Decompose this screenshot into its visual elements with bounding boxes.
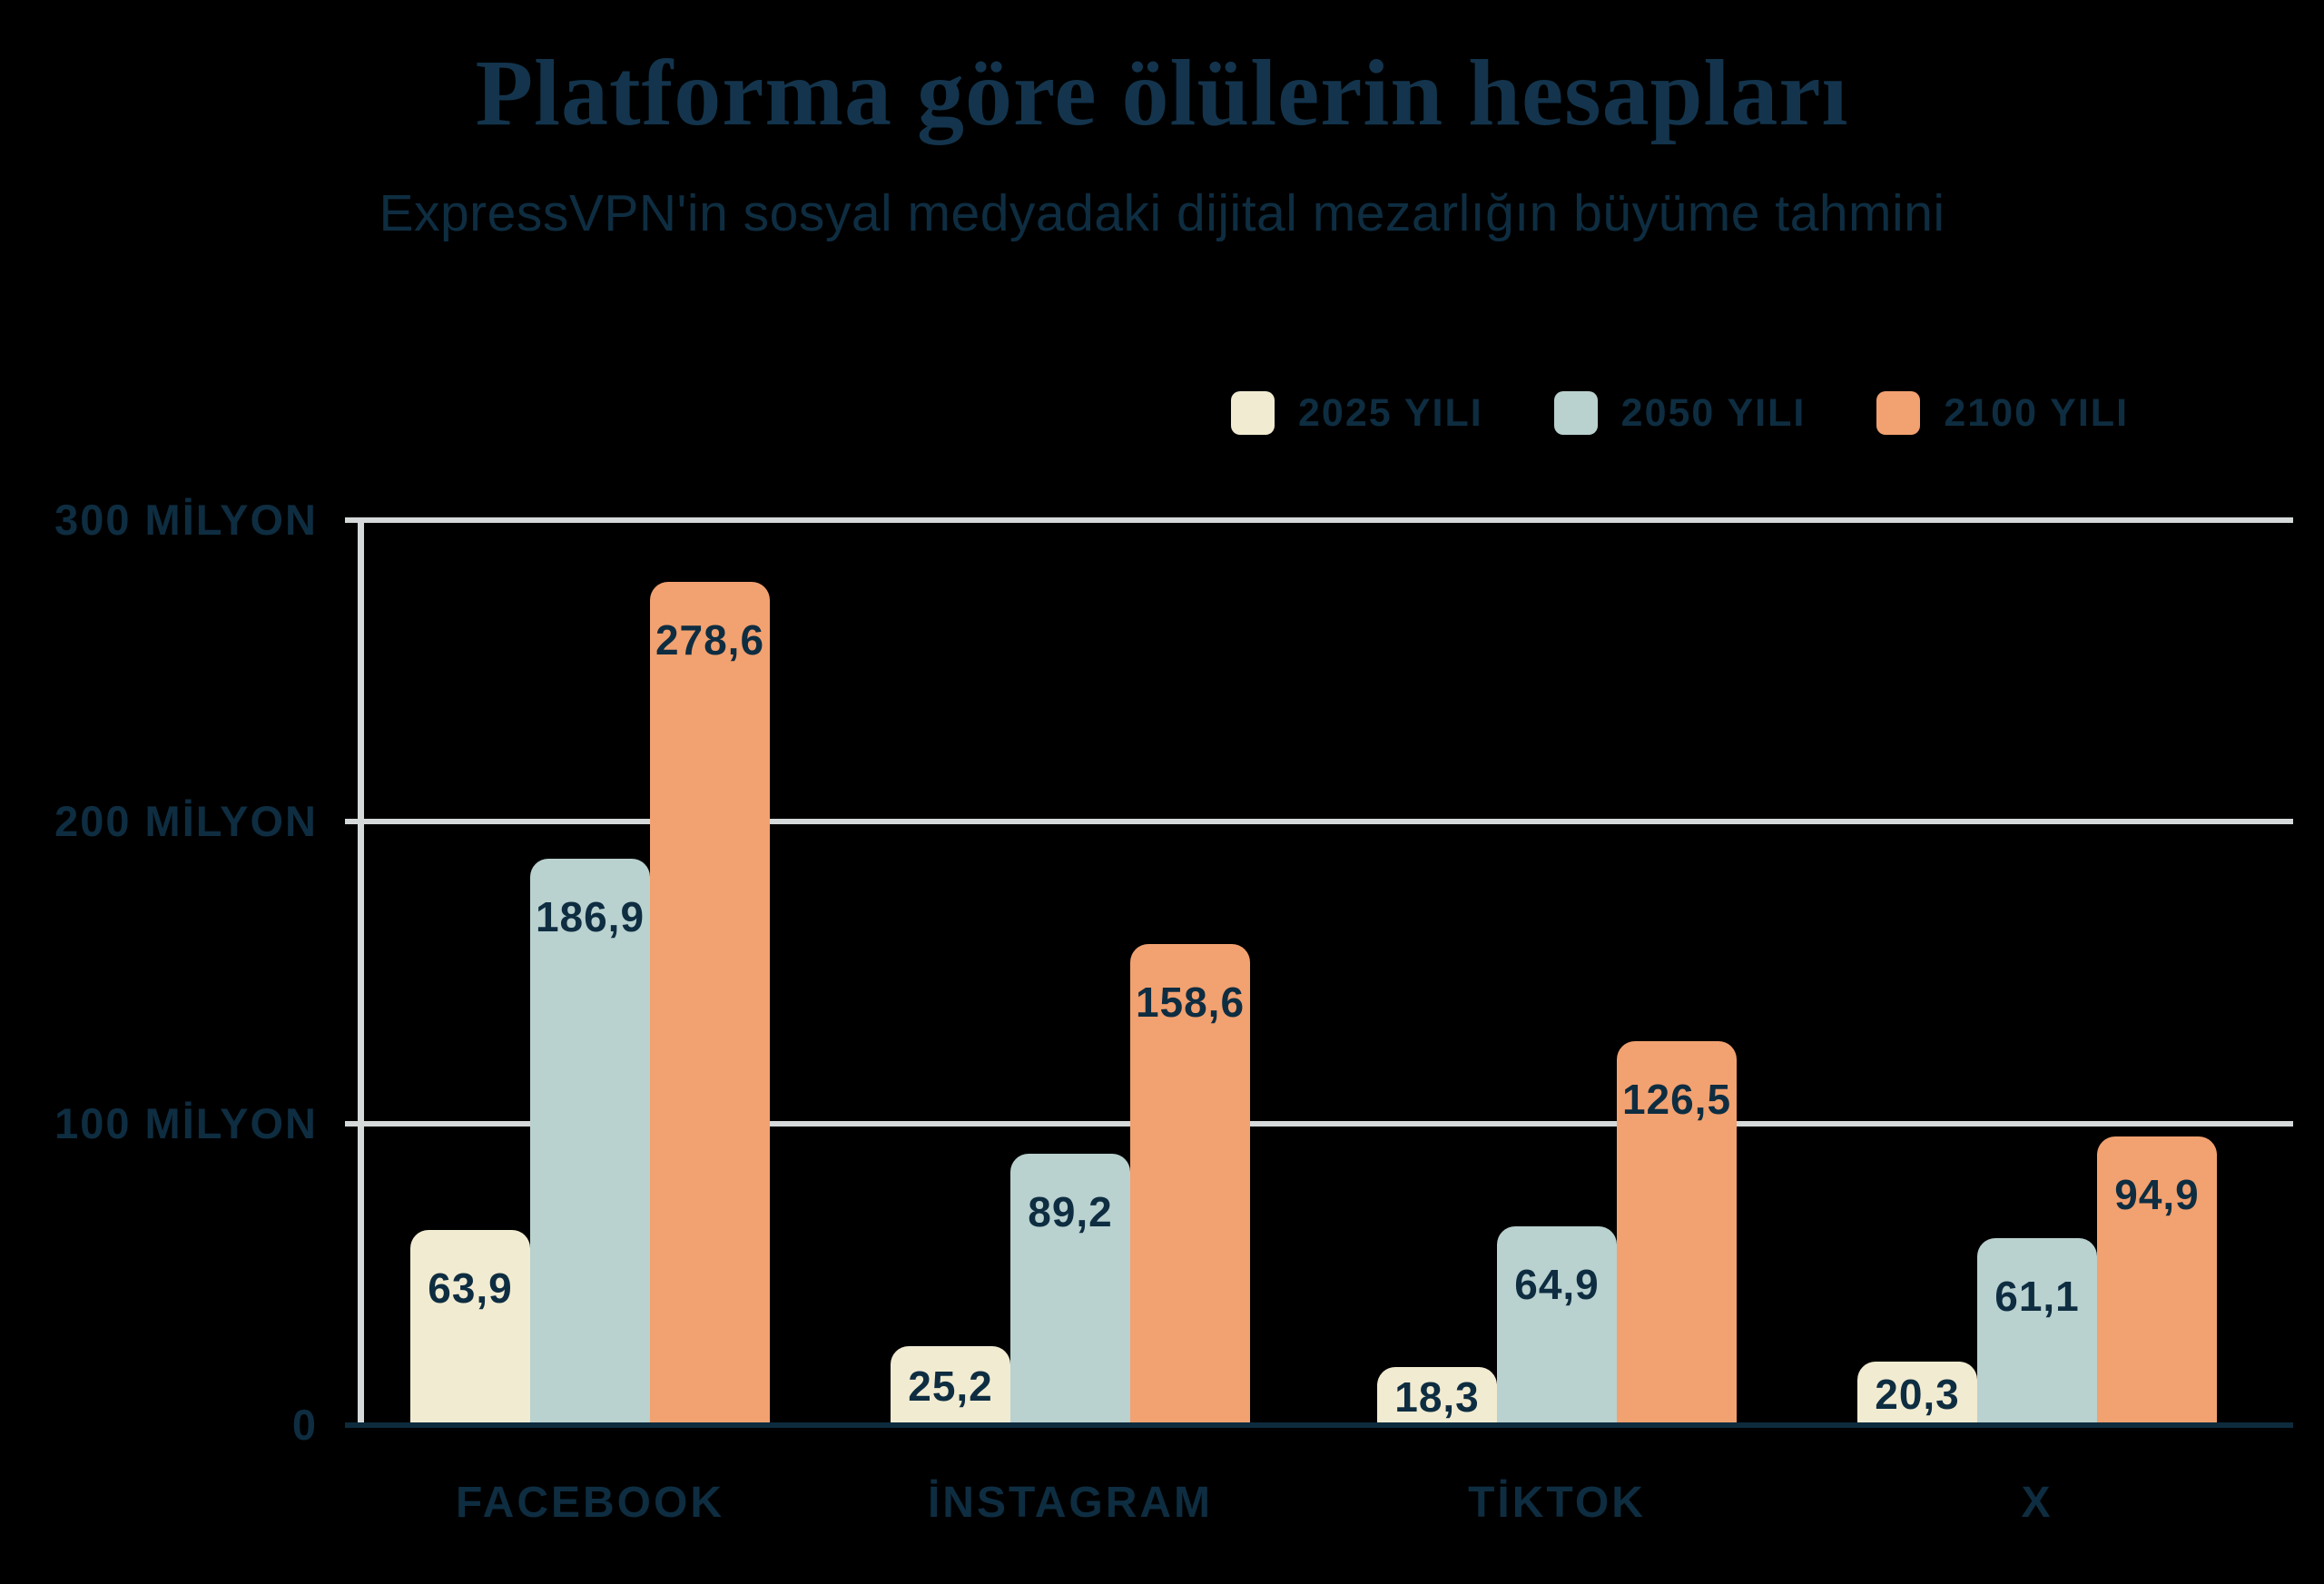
bar-x-2025 bbox=[1857, 1362, 1977, 1422]
gridline-100m bbox=[345, 1120, 2293, 1127]
bar-ti̇ktok-2050 bbox=[1497, 1226, 1617, 1422]
legend-swatch-icon bbox=[1231, 391, 1275, 435]
bar-facebook-2100 bbox=[650, 582, 770, 1422]
bar-value-label: 89,2 bbox=[1028, 1188, 1113, 1235]
bar-i̇nstagram-2050 bbox=[1010, 1154, 1130, 1422]
bar-facebook-2050 bbox=[530, 859, 650, 1422]
category-label-ti̇ktok: TİKTOK bbox=[1468, 1479, 1646, 1527]
bar-value-label: 25,2 bbox=[908, 1363, 993, 1410]
chart-title: Platforma göre ölülerin hesapları bbox=[475, 41, 1849, 145]
bar-value-label: 63,9 bbox=[428, 1264, 513, 1312]
category-label-facebook: FACEBOOK bbox=[455, 1479, 724, 1527]
bar-value-label: 64,9 bbox=[1514, 1261, 1600, 1308]
chart-subtitle: ExpressVPN'in sosyal medyadaki dijital m… bbox=[379, 184, 1945, 242]
y-axis-tick-label: 0 bbox=[291, 1401, 318, 1449]
bar-value-label: 278,6 bbox=[655, 616, 765, 664]
legend-label: 2025 YILI bbox=[1298, 391, 1483, 435]
category-label-x: X bbox=[2021, 1479, 2053, 1527]
x-axis-baseline bbox=[345, 1422, 2293, 1428]
bar-ti̇ktok-2025 bbox=[1377, 1367, 1497, 1422]
y-axis-line bbox=[358, 517, 364, 1422]
bar-value-label: 61,1 bbox=[1994, 1273, 2080, 1320]
legend-label: 2050 YILI bbox=[1620, 391, 1807, 435]
legend: 2025 YILI 2050 YILI 2100 YILI bbox=[1231, 390, 2129, 436]
legend-label: 2100 YILI bbox=[1944, 391, 2130, 435]
bar-value-label: 126,5 bbox=[1621, 1076, 1732, 1123]
bar-value-label: 158,6 bbox=[1135, 979, 1246, 1026]
bar-ti̇ktok-2100 bbox=[1617, 1041, 1737, 1422]
legend-item-2050: 2050 YILI bbox=[1553, 390, 1807, 436]
legend-item-2100: 2100 YILI bbox=[1876, 390, 2129, 436]
y-axis-tick-label: 200 MİLYON bbox=[54, 797, 318, 846]
gridline-200m bbox=[345, 819, 2293, 825]
bar-x-2100 bbox=[2097, 1136, 2217, 1422]
bar-value-label: 20,3 bbox=[1875, 1370, 1960, 1418]
category-label-i̇nstagram: İNSTAGRAM bbox=[927, 1479, 1214, 1527]
bar-i̇nstagram-2100 bbox=[1130, 944, 1250, 1422]
bar-x-2050 bbox=[1977, 1238, 2097, 1422]
bar-value-label: 94,9 bbox=[2114, 1171, 2200, 1218]
bar-value-label: 186,9 bbox=[535, 893, 645, 940]
bar-i̇nstagram-2025 bbox=[891, 1346, 1010, 1422]
legend-swatch-icon bbox=[1876, 391, 1921, 435]
legend-item-2025: 2025 YILI bbox=[1231, 390, 1483, 436]
y-axis-tick-label: 300 MİLYON bbox=[54, 496, 318, 544]
gridline-300m bbox=[345, 517, 2293, 523]
bar-facebook-2025 bbox=[410, 1230, 530, 1422]
y-axis-tick-label: 100 MİLYON bbox=[54, 1098, 318, 1147]
legend-swatch-icon bbox=[1553, 391, 1598, 435]
bar-value-label: 18,3 bbox=[1394, 1372, 1480, 1421]
